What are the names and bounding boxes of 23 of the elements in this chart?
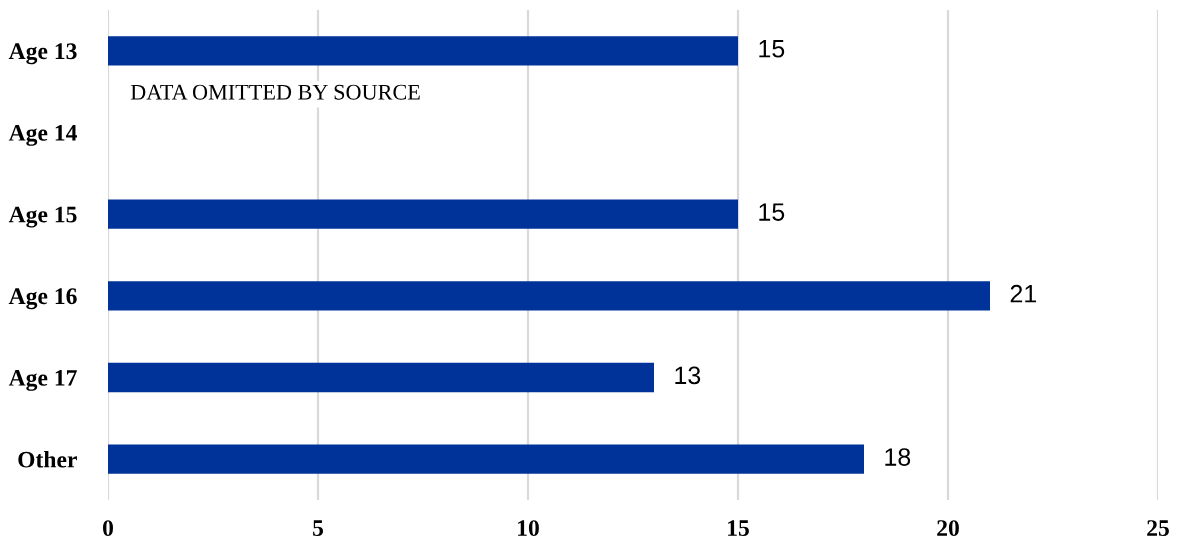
annotation: DATA OMITTED BY SOURCE <box>130 84 420 100</box>
bar <box>108 36 738 66</box>
bar <box>108 444 864 474</box>
data-label: 15 <box>759 40 785 58</box>
x-tick-label: 5 <box>313 520 324 537</box>
bar <box>108 362 654 393</box>
y-tick-label: Age 17 <box>8 370 77 391</box>
bar <box>108 199 738 229</box>
data-label: 13 <box>675 366 701 385</box>
x-tick-label: 25 <box>1147 520 1169 537</box>
data-label: 21 <box>1010 284 1037 303</box>
y-tick-label: Age 14 <box>8 125 77 146</box>
data-label: 15 <box>759 203 785 221</box>
x-tick-label: 20 <box>937 520 959 537</box>
x-tick-label: 15 <box>728 520 749 537</box>
bar <box>108 281 990 311</box>
y-tick-label: Age 16 <box>8 288 77 310</box>
x-tick-label: 0 <box>103 520 113 537</box>
y-tick-label: Age 13 <box>8 43 77 65</box>
data-label: 18 <box>885 448 911 466</box>
y-tick-label: Other <box>18 450 77 468</box>
y-tick-label: Age 15 <box>8 206 77 228</box>
x-tick-label: 10 <box>518 520 539 537</box>
